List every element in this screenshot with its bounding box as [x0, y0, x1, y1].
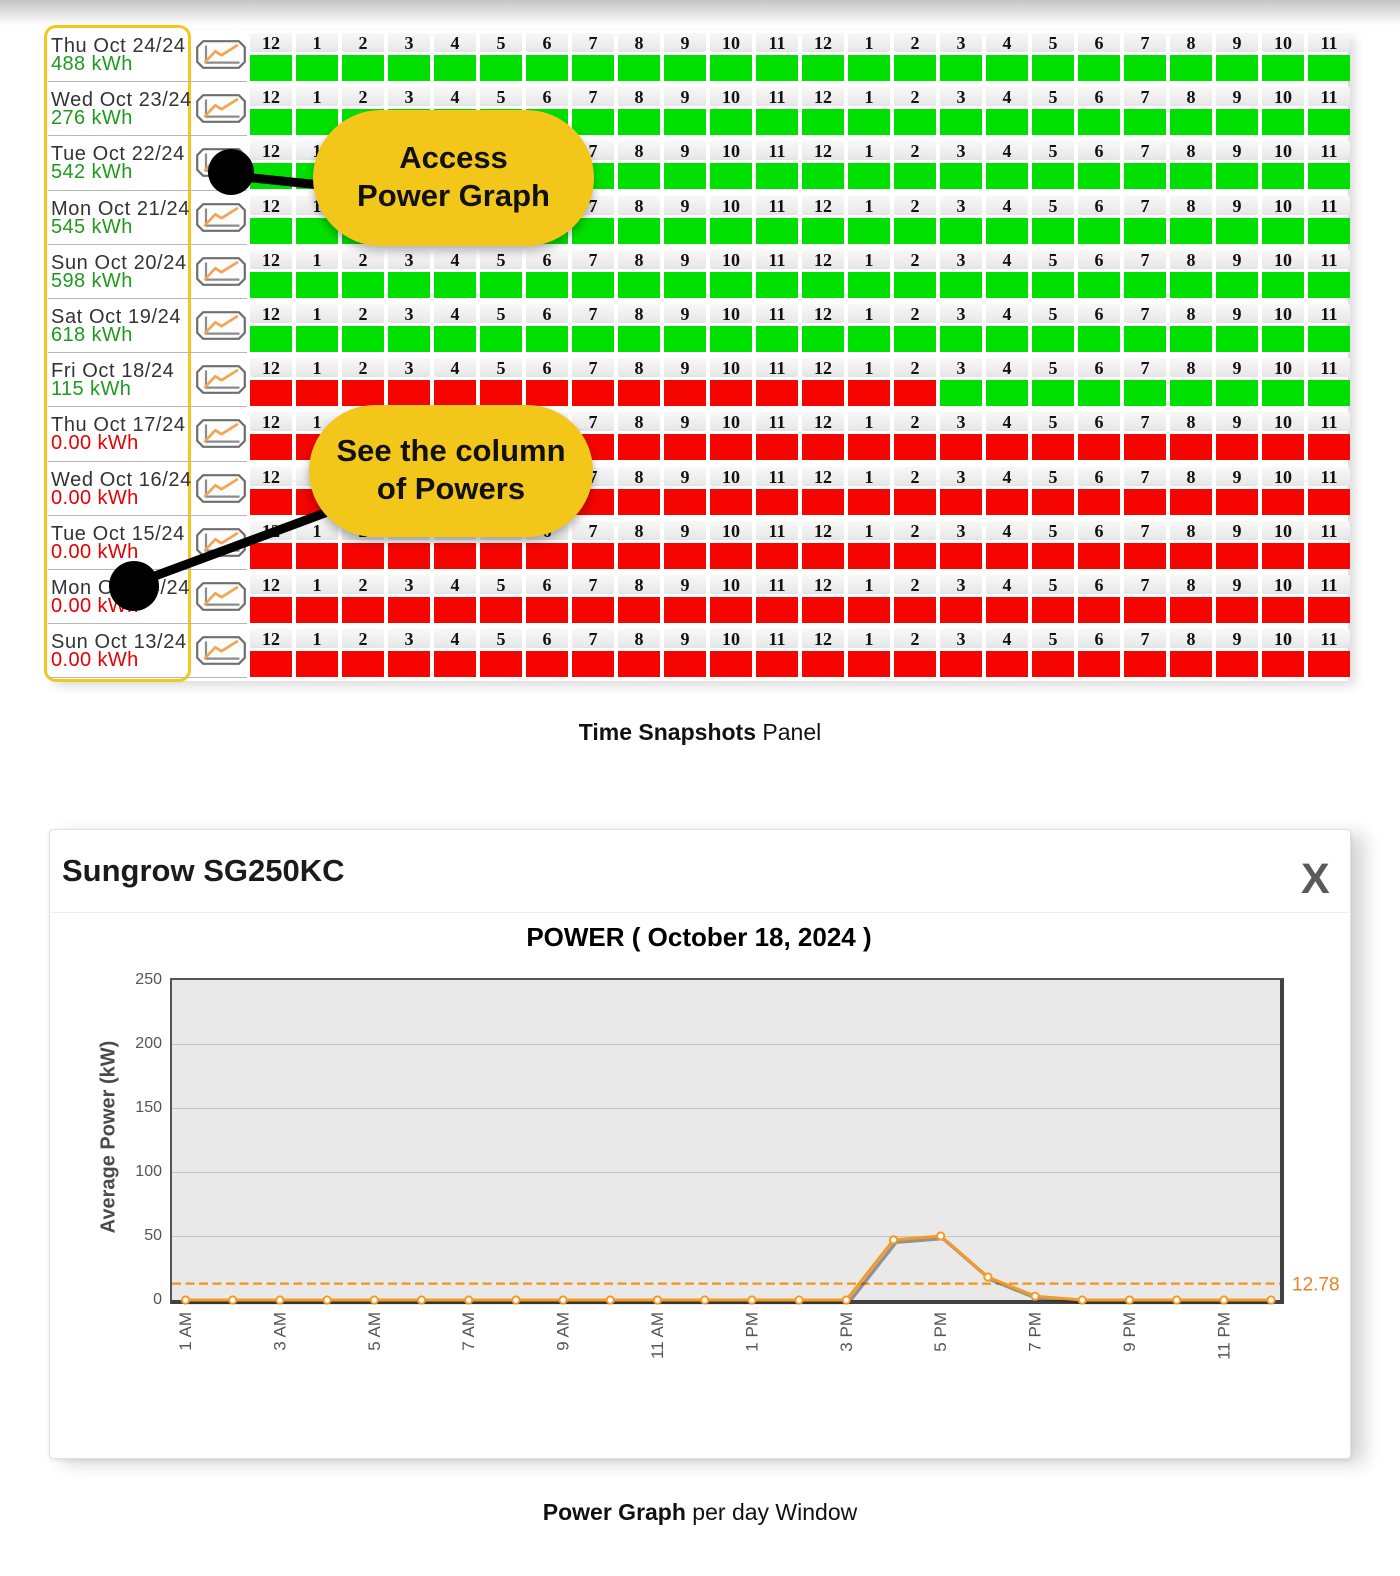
svg-text:12.78: 12.78 — [1292, 1275, 1340, 1296]
svg-text:5 PM: 5 PM — [931, 1312, 950, 1352]
svg-text:11 AM: 11 AM — [648, 1312, 667, 1359]
svg-text:7 AM: 7 AM — [459, 1312, 478, 1351]
svg-text:7 PM: 7 PM — [1026, 1312, 1045, 1352]
svg-text:9 PM: 9 PM — [1120, 1312, 1139, 1352]
svg-text:3 PM: 3 PM — [837, 1312, 856, 1352]
svg-text:9 AM: 9 AM — [554, 1312, 573, 1351]
svg-text:3 AM: 3 AM — [270, 1312, 289, 1351]
svg-text:1 AM: 1 AM — [176, 1312, 195, 1351]
svg-text:1 PM: 1 PM — [742, 1312, 761, 1352]
svg-text:11 PM: 11 PM — [1214, 1312, 1233, 1360]
svg-text:5 AM: 5 AM — [365, 1312, 384, 1351]
